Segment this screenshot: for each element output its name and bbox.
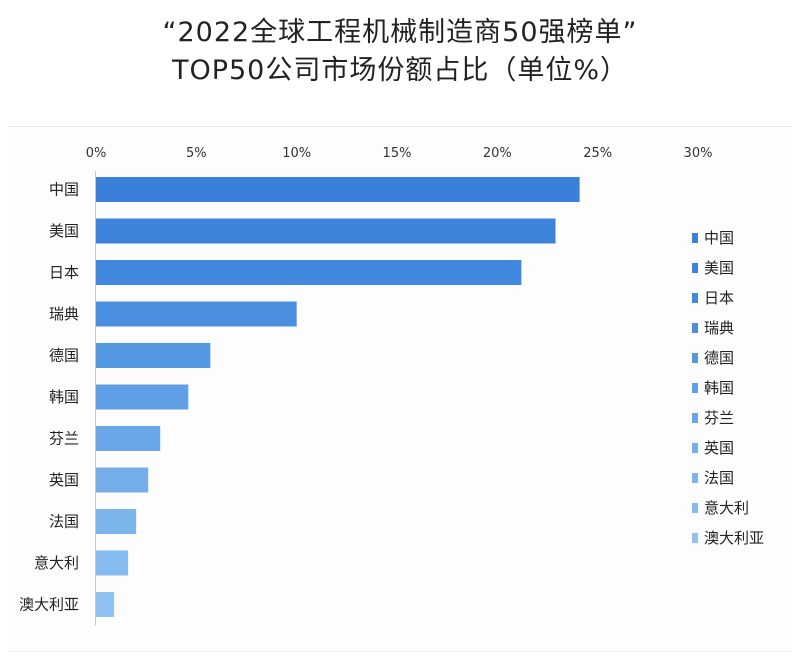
legend-label: 瑞典 [704, 319, 734, 337]
category-label: 澳大利亚 [19, 596, 79, 614]
legend-label: 美国 [704, 259, 734, 277]
category-label: 意大利 [34, 554, 79, 572]
legend-label: 芬兰 [704, 409, 734, 427]
legend-swatch [692, 443, 698, 453]
category-label: 法国 [49, 513, 79, 531]
legend-swatch [692, 353, 698, 363]
legend-swatch [692, 293, 698, 303]
bar [96, 592, 115, 617]
legend-swatch [692, 473, 698, 483]
bar [96, 509, 137, 534]
category-label: 韩国 [49, 388, 79, 406]
legend-label: 日本 [704, 289, 734, 307]
bar [96, 301, 297, 327]
legend-label: 澳大利亚 [704, 529, 764, 547]
category-label: 日本 [49, 264, 79, 282]
x-tick-label: 30% [684, 146, 713, 161]
category-label: 芬兰 [49, 430, 79, 448]
chart-title-line-2: TOP50公司市场份额占比（单位%） [171, 55, 629, 86]
chart-title: “2022全球工程机械制造商50强榜单” TOP50公司市场份额占比（单位%） [0, 14, 800, 90]
x-tick-label: 0% [86, 146, 107, 161]
x-tick-label: 15% [383, 146, 412, 161]
x-tick-label: 5% [186, 146, 207, 161]
bar [96, 426, 161, 451]
legend-swatch [692, 503, 698, 513]
legend-swatch [692, 233, 698, 243]
bar [96, 177, 580, 202]
legend-swatch [692, 263, 698, 273]
legend-label: 德国 [704, 349, 734, 367]
category-label: 德国 [49, 347, 79, 365]
legend-swatch [692, 413, 698, 423]
legend-label: 英国 [704, 439, 734, 457]
x-tick-label: 25% [583, 146, 612, 161]
x-tick-label: 10% [282, 146, 311, 161]
bar [96, 218, 556, 244]
legend-swatch [692, 383, 698, 393]
legend-swatch [692, 323, 698, 333]
bar [96, 260, 522, 285]
bar [96, 550, 129, 576]
legend-label: 韩国 [704, 379, 734, 397]
legend-label: 中国 [704, 229, 734, 247]
bar [96, 384, 189, 410]
category-label: 瑞典 [49, 305, 79, 323]
category-label: 中国 [49, 181, 79, 199]
chart-title-line-1: “2022全球工程机械制造商50强榜单” [162, 17, 638, 48]
category-label: 美国 [49, 222, 79, 240]
bar [96, 467, 149, 493]
x-tick-label: 20% [483, 146, 512, 161]
legend-swatch [692, 533, 698, 543]
legend-label: 意大利 [704, 499, 749, 517]
bar [96, 343, 211, 368]
legend-label: 法国 [704, 469, 734, 487]
category-label: 英国 [49, 471, 79, 489]
